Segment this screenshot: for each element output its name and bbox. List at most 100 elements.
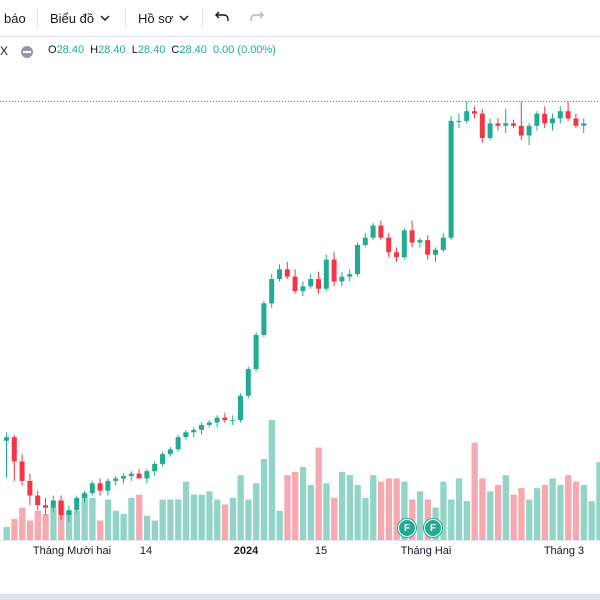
- volume-bar: [143, 515, 151, 540]
- candle-body: [82, 493, 87, 498]
- candle-body: [74, 497, 80, 511]
- volume-bar: [440, 481, 447, 540]
- candle-body: [136, 473, 142, 479]
- candle-body: [316, 279, 321, 289]
- close-value: 28.40: [179, 44, 207, 56]
- volume-bar: [346, 475, 353, 540]
- candle-body: [50, 500, 56, 508]
- volume-bar: [136, 494, 143, 540]
- volume-bar: [292, 471, 299, 540]
- volume-bar: [221, 504, 229, 540]
- volume-bar: [42, 514, 49, 540]
- volume-bar: [502, 475, 509, 540]
- candle-body: [230, 420, 236, 422]
- candle-body: [214, 417, 220, 423]
- volume-bar: [253, 483, 260, 540]
- candle-body: [456, 120, 462, 122]
- candle-body: [160, 454, 165, 464]
- volume-bar: [557, 484, 564, 540]
- volume-bar: [26, 520, 34, 540]
- candle-body: [97, 483, 103, 491]
- volume-bar: [182, 481, 190, 540]
- earnings-event-icon[interactable]: F: [424, 519, 442, 537]
- candle-body: [557, 111, 563, 119]
- volume-bar: [572, 481, 580, 540]
- candle-body: [542, 113, 548, 124]
- alert-menu-label: báo: [4, 10, 26, 26]
- candle-body: [43, 505, 48, 508]
- candle-body: [58, 500, 64, 515]
- volume-bar: [167, 499, 174, 540]
- candle-body: [206, 422, 212, 425]
- time-axis-label: 2024: [233, 545, 259, 557]
- volume-bar: [151, 520, 158, 540]
- chart-menu[interactable]: Biểu đồ: [50, 0, 110, 36]
- candle-body: [339, 276, 345, 282]
- earnings-event-icon[interactable]: F: [398, 519, 416, 537]
- collapse-icon[interactable]: [21, 46, 33, 58]
- candle-body: [245, 369, 251, 396]
- volume-bar: [448, 499, 455, 540]
- volume-bar: [198, 494, 205, 540]
- candle-body: [503, 123, 509, 126]
- candle-body: [518, 125, 524, 136]
- candle-body: [66, 510, 72, 515]
- volume-bar: [260, 458, 268, 540]
- candle-body: [323, 259, 329, 289]
- redo-icon: [249, 10, 265, 27]
- time-axis-label: Tháng 3: [543, 545, 585, 557]
- time-axis-label: Tháng Mười hai: [32, 545, 112, 557]
- volume-bar: [580, 484, 587, 540]
- candle-body: [183, 432, 189, 438]
- symbol-fragment: X: [0, 44, 9, 58]
- volume-bar: [237, 475, 244, 540]
- candle-body: [479, 113, 485, 138]
- candle-body: [284, 269, 290, 277]
- candle-body: [11, 437, 17, 462]
- volume-bar: [284, 475, 291, 540]
- time-axis[interactable]: Tháng Mười hai 14 2024 15 Tháng Hai Thán…: [0, 540, 600, 561]
- candle-body: [495, 123, 501, 126]
- candle-body: [409, 230, 415, 243]
- change-value: 0.00 (0.00%): [212, 44, 276, 56]
- candle-body: [113, 478, 119, 481]
- candle-body: [4, 437, 9, 441]
- candle-body: [121, 476, 126, 479]
- candle-body: [362, 237, 368, 245]
- volume-bar: [81, 494, 88, 540]
- undo-button[interactable]: [214, 0, 230, 36]
- profile-menu[interactable]: Hồ sơ: [138, 0, 189, 36]
- candle-body: [308, 279, 314, 287]
- volume-bar: [128, 497, 135, 540]
- candle-body: [347, 274, 353, 277]
- undo-icon: [214, 10, 230, 27]
- candle-body: [89, 483, 95, 494]
- candle-body: [253, 334, 259, 370]
- volume-bar: [97, 520, 104, 540]
- candle-body: [300, 286, 306, 292]
- candle-body: [487, 123, 493, 138]
- volume-bar: [299, 467, 307, 540]
- volume-bar: [229, 497, 236, 540]
- volume-bar: [393, 478, 400, 540]
- redo-button[interactable]: [249, 0, 265, 36]
- ohlc-legend: X O28.40 H28.40 L28.40 C28.40 0.00 (0.00…: [0, 44, 600, 62]
- candle-body: [331, 259, 337, 282]
- volume-bar: [370, 475, 377, 540]
- alert-menu[interactable]: báo: [4, 0, 26, 36]
- candle-body: [167, 449, 173, 455]
- candle-body: [27, 480, 33, 496]
- volume-bar: [565, 475, 572, 540]
- volume-bar: [510, 494, 517, 540]
- volume-bar: [307, 484, 314, 540]
- horizontal-scrollbar[interactable]: [0, 594, 600, 600]
- volume-bar: [588, 501, 595, 540]
- volume-bar: [533, 488, 541, 540]
- candle-body: [269, 279, 275, 304]
- price-chart[interactable]: [0, 62, 600, 540]
- toolbar-divider: [125, 8, 126, 28]
- volume-bar: [34, 510, 41, 540]
- profile-menu-label: Hồ sơ: [138, 10, 174, 26]
- chevron-down-icon: [179, 13, 189, 24]
- candle-body: [386, 237, 392, 253]
